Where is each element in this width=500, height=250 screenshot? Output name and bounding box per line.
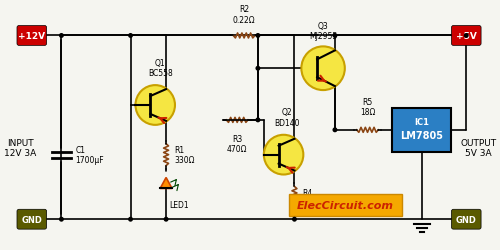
Circle shape	[128, 217, 133, 222]
Text: OUTPUT
5V 3A: OUTPUT 5V 3A	[460, 138, 496, 158]
Circle shape	[464, 34, 468, 39]
FancyBboxPatch shape	[392, 108, 452, 152]
Text: R2
0.22Ω: R2 0.22Ω	[233, 5, 256, 24]
Text: LM7805: LM7805	[400, 130, 444, 140]
FancyBboxPatch shape	[452, 26, 481, 46]
Circle shape	[292, 217, 297, 222]
Circle shape	[302, 47, 345, 91]
Text: Q1
BC558: Q1 BC558	[148, 58, 172, 78]
Circle shape	[128, 34, 133, 39]
Text: LED1: LED1	[169, 200, 188, 209]
Text: R4
47Ω: R4 47Ω	[302, 188, 318, 207]
Text: ElecCircuit.com: ElecCircuit.com	[296, 200, 394, 210]
Text: +12V: +12V	[18, 32, 46, 41]
Text: R3
470Ω: R3 470Ω	[227, 134, 248, 154]
Circle shape	[332, 34, 338, 39]
Circle shape	[59, 217, 64, 222]
Circle shape	[264, 135, 304, 175]
Text: R1
330Ω: R1 330Ω	[174, 145, 195, 165]
Text: C1
1700μF: C1 1700μF	[75, 145, 104, 165]
Text: Q3
MJ2955: Q3 MJ2955	[309, 22, 337, 41]
Text: GND: GND	[456, 215, 476, 224]
FancyBboxPatch shape	[17, 210, 46, 229]
Circle shape	[256, 66, 260, 71]
Circle shape	[256, 118, 260, 123]
Text: Q2
BD140: Q2 BD140	[274, 108, 299, 127]
FancyBboxPatch shape	[288, 194, 402, 216]
Text: R5
18Ω: R5 18Ω	[360, 97, 375, 116]
FancyBboxPatch shape	[452, 210, 481, 229]
Text: GND: GND	[22, 215, 42, 224]
Circle shape	[256, 34, 260, 39]
Circle shape	[59, 34, 64, 39]
Circle shape	[164, 217, 168, 222]
Circle shape	[332, 128, 338, 133]
Circle shape	[136, 86, 175, 125]
FancyBboxPatch shape	[17, 26, 46, 46]
Polygon shape	[160, 178, 172, 189]
Text: INPUT
12V 3A: INPUT 12V 3A	[4, 138, 36, 158]
Text: IC1: IC1	[414, 118, 430, 127]
Text: +5V: +5V	[456, 32, 476, 41]
